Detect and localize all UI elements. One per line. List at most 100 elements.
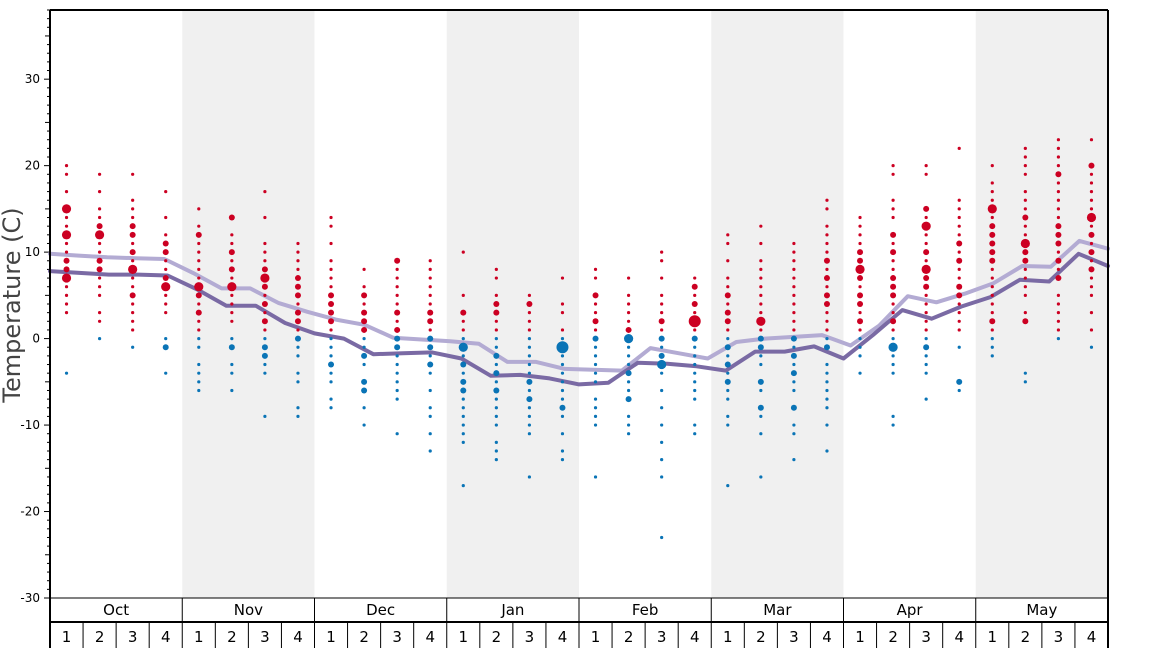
temperature-dot	[658, 335, 665, 342]
temperature-dot	[164, 371, 168, 375]
week-label: 3	[657, 628, 667, 646]
temperature-dot	[660, 535, 664, 540]
temperature-dot	[726, 328, 730, 332]
temperature-dot	[724, 292, 731, 299]
temperature-dot	[724, 318, 731, 325]
temperature-dot	[362, 345, 366, 349]
temperature-dot	[296, 250, 300, 254]
temperature-dot	[1055, 231, 1062, 238]
temperature-dot	[890, 275, 897, 282]
temperature-dot	[660, 475, 664, 479]
temperature-dot	[1056, 328, 1061, 332]
temperature-dot	[626, 354, 631, 358]
temperature-dot	[990, 311, 994, 315]
temperature-dot	[394, 335, 401, 342]
temperature-dot	[792, 432, 796, 436]
temperature-dot	[493, 370, 500, 377]
temperature-dot	[891, 198, 895, 202]
temperature-dot	[1056, 319, 1061, 323]
temperature-dot	[989, 318, 996, 325]
temperature-dot	[97, 172, 102, 176]
temperature-dot	[891, 164, 895, 168]
temperature-dot	[527, 423, 532, 427]
temperature-dot	[494, 319, 498, 323]
temperature-dot	[461, 319, 465, 323]
temperature-dot	[726, 371, 730, 375]
temperature-dot	[395, 319, 399, 323]
temperature-dot	[890, 249, 897, 256]
temperature-dot	[823, 344, 830, 351]
temperature-dot	[990, 164, 994, 168]
temperature-dot	[427, 361, 434, 368]
temperature-dot	[494, 458, 498, 462]
temperature-dot	[131, 285, 135, 289]
month-label: Mar	[763, 601, 792, 619]
temperature-dot	[759, 311, 763, 315]
temperature-dot	[1089, 198, 1094, 202]
temperature-dot	[395, 432, 399, 436]
temperature-dot	[428, 414, 432, 419]
temperature-dot	[263, 250, 267, 254]
temperature-dot	[924, 259, 928, 263]
temperature-dot	[131, 207, 135, 211]
temperature-dot	[227, 282, 237, 292]
temperature-dot	[790, 352, 797, 359]
temperature-dot	[263, 414, 267, 419]
temperature-dot	[626, 388, 631, 393]
temperature-dot	[890, 283, 897, 290]
temperature-dot	[724, 378, 731, 385]
temperature-dot	[792, 345, 796, 349]
temperature-dot	[924, 319, 928, 323]
temperature-dot	[691, 335, 698, 342]
temperature-dot	[924, 397, 928, 401]
temperature-dot	[691, 301, 698, 307]
series-line	[48, 238, 1110, 373]
temperature-dot	[924, 215, 928, 220]
temperature-dot	[195, 309, 202, 316]
temperature-dot	[526, 396, 533, 403]
temperature-dot	[329, 224, 333, 228]
temperature-dot	[921, 264, 931, 275]
temperature-dot	[329, 345, 333, 349]
temperature-dot	[329, 328, 333, 332]
temperature-dot	[858, 354, 862, 358]
temperature-dot	[990, 302, 994, 306]
temperature-dot	[296, 414, 300, 419]
month-label: Nov	[234, 601, 263, 619]
week-label: 3	[921, 628, 931, 646]
temperature-dot	[957, 276, 961, 280]
temperature-dot	[1088, 266, 1095, 273]
temperature-dot	[328, 292, 335, 299]
temperature-dot	[131, 276, 135, 280]
month-band	[711, 10, 844, 598]
temperature-dot	[230, 233, 234, 237]
temperature-dot	[891, 267, 895, 272]
temperature-dot	[825, 241, 829, 246]
temperature-dot	[328, 361, 335, 368]
temperature-dot	[1055, 275, 1062, 282]
temperature-dot	[494, 397, 498, 401]
temperature-dot	[891, 423, 895, 427]
week-label: 3	[128, 628, 138, 646]
temperature-dot	[658, 352, 665, 359]
temperature-dot	[1022, 214, 1029, 221]
temperature-dot	[560, 449, 565, 453]
week-label: 4	[293, 628, 303, 646]
temperature-dot	[64, 293, 69, 297]
temperature-dot	[461, 328, 465, 332]
temperature-dot	[660, 302, 664, 306]
temperature-dot	[64, 371, 69, 375]
temperature-dot	[194, 282, 204, 292]
temperature-dot	[990, 285, 994, 289]
temperature-dot	[792, 388, 796, 393]
temperature-dot	[63, 257, 70, 264]
temperature-dot	[97, 276, 102, 280]
temperature-dot	[230, 388, 234, 393]
temperature-dot	[858, 224, 862, 228]
week-label: 1	[326, 628, 336, 646]
temperature-dot	[329, 354, 333, 358]
temperature-dot	[361, 352, 368, 359]
temperature-dot	[1089, 181, 1094, 185]
temperature-dot	[527, 293, 532, 297]
temperature-dot	[197, 259, 201, 263]
